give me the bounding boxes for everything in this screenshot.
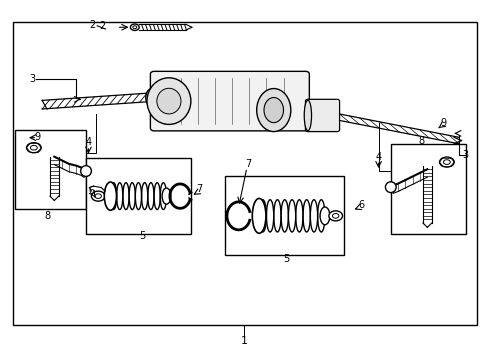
Ellipse shape — [130, 24, 139, 31]
Ellipse shape — [304, 100, 311, 131]
Text: 2: 2 — [89, 20, 95, 30]
Ellipse shape — [133, 26, 137, 29]
Ellipse shape — [320, 207, 329, 225]
Text: 6: 6 — [358, 200, 364, 210]
Ellipse shape — [162, 188, 170, 204]
Ellipse shape — [157, 88, 181, 114]
Text: 2: 2 — [99, 21, 105, 31]
Text: 8: 8 — [44, 211, 50, 221]
Text: 1: 1 — [241, 336, 247, 346]
Text: 4: 4 — [85, 138, 91, 147]
Text: 5: 5 — [139, 231, 145, 240]
Ellipse shape — [439, 157, 453, 167]
Text: 6: 6 — [88, 186, 94, 196]
FancyBboxPatch shape — [150, 71, 309, 131]
Text: 4: 4 — [375, 152, 381, 162]
Text: 9: 9 — [35, 132, 41, 142]
Ellipse shape — [443, 160, 449, 165]
Text: 5: 5 — [282, 254, 288, 264]
Ellipse shape — [81, 166, 91, 176]
Bar — [15, 130, 86, 209]
Text: 8: 8 — [418, 136, 424, 145]
Ellipse shape — [264, 98, 283, 123]
Ellipse shape — [95, 194, 101, 198]
Bar — [13, 22, 476, 325]
Text: 9: 9 — [440, 118, 446, 128]
Bar — [86, 158, 190, 234]
Text: 7: 7 — [196, 184, 203, 194]
FancyBboxPatch shape — [305, 99, 339, 132]
Text: 3: 3 — [462, 150, 468, 160]
Ellipse shape — [256, 89, 290, 132]
Ellipse shape — [147, 78, 190, 125]
Text: 7: 7 — [245, 159, 251, 169]
Ellipse shape — [104, 182, 116, 210]
Ellipse shape — [26, 143, 41, 153]
Ellipse shape — [30, 145, 37, 150]
Ellipse shape — [252, 198, 265, 233]
Ellipse shape — [91, 191, 105, 201]
Ellipse shape — [332, 213, 338, 218]
Text: 3: 3 — [29, 74, 35, 84]
Bar — [224, 176, 344, 255]
Ellipse shape — [385, 182, 395, 193]
Ellipse shape — [145, 89, 158, 107]
Ellipse shape — [328, 211, 342, 221]
Bar — [390, 144, 466, 234]
